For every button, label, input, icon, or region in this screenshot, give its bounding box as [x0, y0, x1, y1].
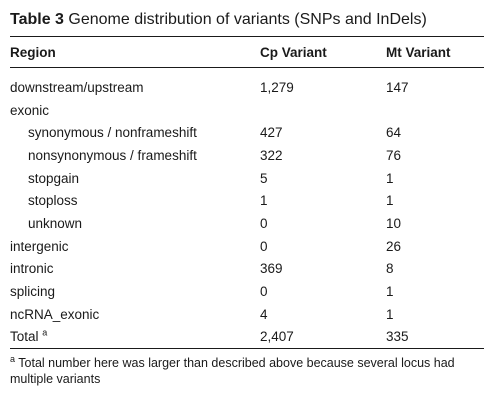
cell-cp-variant: [260, 99, 386, 122]
cell-mt-variant: 1: [386, 306, 394, 322]
cell-mt-variant: 76: [386, 147, 402, 163]
cell-region: splicing: [10, 280, 260, 303]
cell-cp-variant: 1,279: [260, 79, 294, 95]
cell-cp-variant: 4: [260, 306, 268, 322]
table-caption: Table 3 Genome distribution of variants …: [10, 10, 484, 30]
table-row: unknown 0 10: [10, 212, 484, 235]
table-body: downstream/upstream 1,279 147 exonic synonym…: [10, 68, 484, 349]
cell-mt-variant: 147: [386, 79, 409, 95]
cell-mt-variant: 8: [386, 261, 394, 277]
table-row: Total a 2,407 335: [10, 326, 484, 349]
table-row: nonsynonymous / frameshift 322 76: [10, 144, 484, 167]
cell-region: stopgain: [10, 167, 260, 190]
cell-mt-variant: [386, 99, 484, 122]
cell-cp-variant: 2,407: [260, 329, 294, 345]
header-cp-variant: Cp Variant: [260, 37, 386, 68]
table-row: splicing 0 1: [10, 280, 484, 303]
region-label: unknown: [28, 215, 83, 231]
cell-cp-variant: 369: [260, 261, 283, 277]
region-label: ncRNA_exonic: [10, 306, 100, 322]
footnote-marker: a: [10, 354, 16, 365]
table-row: intronic 369 8: [10, 258, 484, 281]
region-label: Total: [10, 329, 39, 345]
footnote-text: Total number here was larger than descri…: [10, 356, 455, 387]
cell-region: synonymous / nonframeshift: [10, 121, 260, 144]
cell-region: downstream/upstream: [10, 68, 260, 99]
cell-cp-variant: 1: [260, 193, 268, 209]
table-row: downstream/upstream 1,279 147: [10, 68, 484, 99]
table-row: exonic: [10, 99, 484, 122]
top-rule: [10, 36, 484, 37]
cell-region: unknown: [10, 212, 260, 235]
cell-region: nonsynonymous / frameshift: [10, 144, 260, 167]
table-row: intergenic 0 26: [10, 235, 484, 258]
cell-mt-variant: 1: [386, 284, 394, 300]
table-row: stopgain 5 1: [10, 167, 484, 190]
header-mt-variant: Mt Variant: [386, 37, 484, 68]
region-label: exonic: [10, 102, 50, 118]
cell-region: ncRNA_exonic: [10, 303, 260, 326]
cell-cp-variant: 5: [260, 170, 268, 186]
cell-mt-variant: 1: [386, 170, 394, 186]
cell-cp-variant: 427: [260, 125, 283, 141]
cell-mt-variant: 10: [386, 215, 402, 231]
footnote: a Total number here was larger than desc…: [10, 355, 480, 387]
cell-mt-variant: 1: [386, 193, 394, 209]
table-row: ncRNA_exonic 4 1: [10, 303, 484, 326]
table-label: Table 3: [10, 11, 64, 28]
table-row: synonymous / nonframeshift 427 64: [10, 121, 484, 144]
variants-table: Region Cp Variant Mt Variant downstream/…: [10, 37, 484, 348]
cell-cp-variant: 0: [260, 215, 268, 231]
cell-mt-variant: 64: [386, 125, 402, 141]
region-label: nonsynonymous / frameshift: [28, 147, 197, 163]
cell-region: exonic: [10, 99, 260, 122]
region-label: stopgain: [28, 170, 80, 186]
cell-region: Total a: [10, 326, 260, 349]
region-label: intronic: [10, 261, 54, 277]
region-label: synonymous / nonframeshift: [28, 125, 197, 141]
cell-cp-variant: 0: [260, 284, 268, 300]
cell-region: stoploss: [10, 189, 260, 212]
cell-mt-variant: 335: [386, 329, 409, 345]
region-label: stoploss: [28, 193, 78, 209]
region-label: splicing: [10, 284, 56, 300]
header-region: Region: [10, 37, 260, 68]
table-title: Genome distribution of variants (SNPs an…: [68, 11, 427, 28]
table-row: stoploss 1 1: [10, 189, 484, 212]
cell-mt-variant: 26: [386, 238, 402, 254]
cell-cp-variant: 322: [260, 147, 283, 163]
table-container: Table 3 Genome distribution of variants …: [10, 10, 484, 387]
region-label: downstream/upstream: [10, 79, 144, 95]
cell-region: intronic: [10, 258, 260, 281]
region-label: intergenic: [10, 238, 69, 254]
bottom-rule: [10, 348, 484, 350]
cell-cp-variant: 0: [260, 238, 268, 254]
cell-region: intergenic: [10, 235, 260, 258]
footnote-ref: a: [42, 327, 48, 338]
header-row: Region Cp Variant Mt Variant: [10, 37, 484, 68]
